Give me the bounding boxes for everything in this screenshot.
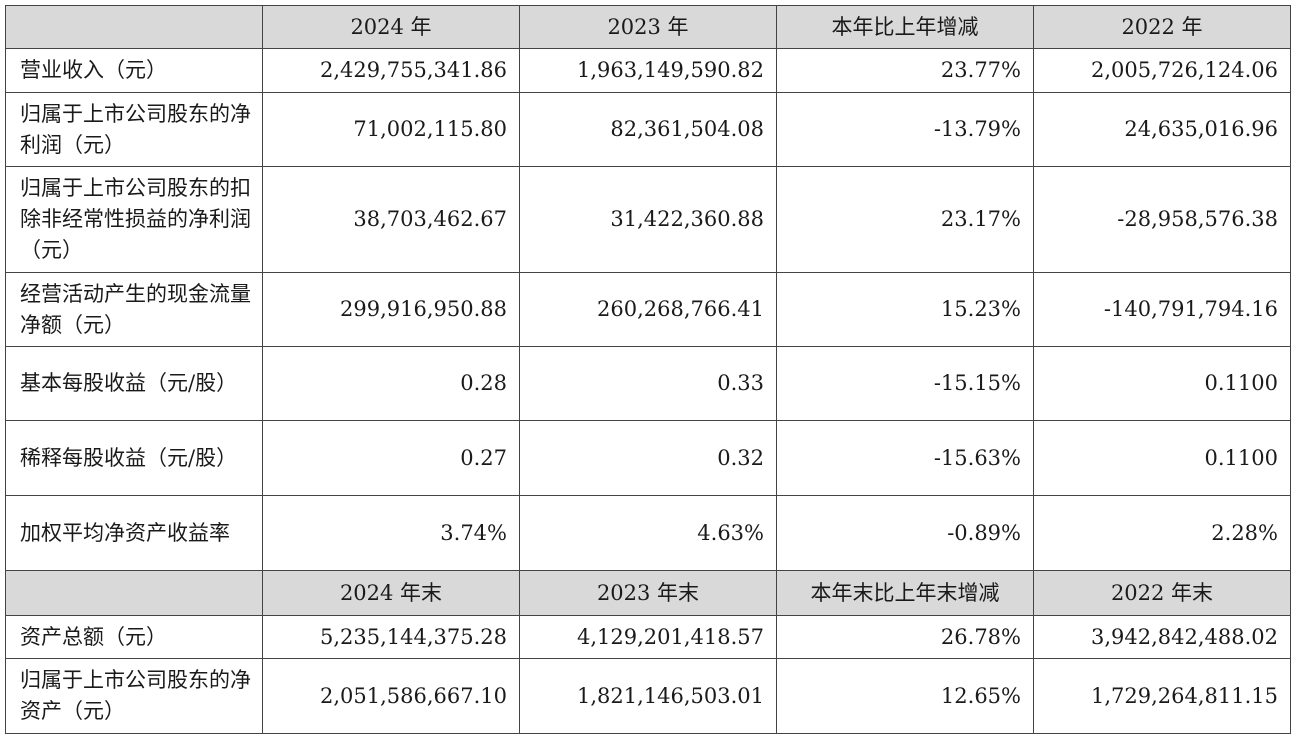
cell-value: 1,963,149,590.82	[519, 48, 777, 93]
header-corner	[5, 570, 263, 616]
col-header-change: 本年比上年增减	[776, 5, 1034, 49]
cell-change: 15.23%	[776, 272, 1034, 347]
financial-summary: 2024 年 2023 年 本年比上年增减 2022 年 营业收入（元） 2,4…	[5, 5, 1291, 734]
col-header-2024: 2024 年	[262, 5, 520, 49]
row-label-roe: 加权平均净资产收益率	[5, 495, 263, 571]
header-corner	[5, 5, 263, 49]
cell-change: 12.65%	[776, 658, 1034, 734]
cell-value: 2.28%	[1033, 495, 1291, 571]
cell-value: 260,268,766.41	[519, 272, 777, 347]
row-label-net-profit: 归属于上市公司股东的净利润（元）	[5, 92, 263, 167]
row-label-net-assets: 归属于上市公司股东的净资产（元）	[5, 658, 263, 734]
table-row: 归属于上市公司股东的净资产（元） 2,051,586,667.10 1,821,…	[5, 658, 1291, 734]
cell-value: 82,361,504.08	[519, 92, 777, 167]
cell-change: -15.15%	[776, 346, 1034, 421]
cell-value: 0.28	[262, 346, 520, 421]
header-row-annual: 2024 年 2023 年 本年比上年增减 2022 年	[5, 5, 1291, 49]
table-row: 基本每股收益（元/股） 0.28 0.33 -15.15% 0.1100	[5, 346, 1291, 421]
table-row: 营业收入（元） 2,429,755,341.86 1,963,149,590.8…	[5, 48, 1291, 93]
cell-value: 1,821,146,503.01	[519, 658, 777, 734]
cell-value: -140,791,794.16	[1033, 272, 1291, 347]
header-row-year-end: 2024 年末 2023 年末 本年末比上年末增减 2022 年末	[5, 570, 1291, 616]
financial-table: 2024 年 2023 年 本年比上年增减 2022 年 营业收入（元） 2,4…	[5, 5, 1291, 734]
col-header-2022: 2022 年	[1033, 5, 1291, 49]
row-label-basic-eps: 基本每股收益（元/股）	[5, 346, 263, 421]
cell-value: -28,958,576.38	[1033, 166, 1291, 273]
table-row: 归属于上市公司股东的净利润（元） 71,002,115.80 82,361,50…	[5, 92, 1291, 167]
cell-value: 4.63%	[519, 495, 777, 571]
cell-value: 3.74%	[262, 495, 520, 571]
cell-value: 0.27	[262, 420, 520, 496]
row-label-total-assets: 资产总额（元）	[5, 615, 263, 659]
table-row: 归属于上市公司股东的扣除非经常性损益的净利润（元） 38,703,462.67 …	[5, 166, 1291, 273]
cell-value: 71,002,115.80	[262, 92, 520, 167]
col-header-2023: 2023 年	[519, 5, 777, 49]
cell-change: 23.77%	[776, 48, 1034, 93]
cell-change: -15.63%	[776, 420, 1034, 496]
cell-value: 2,005,726,124.06	[1033, 48, 1291, 93]
cell-change: -13.79%	[776, 92, 1034, 167]
table-row: 经营活动产生的现金流量净额（元） 299,916,950.88 260,268,…	[5, 272, 1291, 347]
cell-value: 1,729,264,811.15	[1033, 658, 1291, 734]
cell-change: -0.89%	[776, 495, 1034, 571]
table-row: 资产总额（元） 5,235,144,375.28 4,129,201,418.5…	[5, 615, 1291, 659]
table-row: 稀释每股收益（元/股） 0.27 0.32 -15.63% 0.1100	[5, 420, 1291, 496]
cell-value: 0.33	[519, 346, 777, 421]
cell-value: 24,635,016.96	[1033, 92, 1291, 167]
cell-change: 26.78%	[776, 615, 1034, 659]
cell-value: 4,129,201,418.57	[519, 615, 777, 659]
row-label-revenue: 营业收入（元）	[5, 48, 263, 93]
row-label-diluted-eps: 稀释每股收益（元/股）	[5, 420, 263, 496]
row-label-operating-cash-flow: 经营活动产生的现金流量净额（元）	[5, 272, 263, 347]
col-header-change-end: 本年末比上年末增减	[776, 570, 1034, 616]
cell-value: 0.32	[519, 420, 777, 496]
table-row: 加权平均净资产收益率 3.74% 4.63% -0.89% 2.28%	[5, 495, 1291, 571]
col-header-2022-end: 2022 年末	[1033, 570, 1291, 616]
cell-value: 0.1100	[1033, 346, 1291, 421]
row-label-net-profit-deducted: 归属于上市公司股东的扣除非经常性损益的净利润（元）	[5, 166, 263, 273]
cell-value: 31,422,360.88	[519, 166, 777, 273]
cell-value: 0.1100	[1033, 420, 1291, 496]
cell-value: 2,429,755,341.86	[262, 48, 520, 93]
cell-value: 5,235,144,375.28	[262, 615, 520, 659]
col-header-2023-end: 2023 年末	[519, 570, 777, 616]
cell-change: 23.17%	[776, 166, 1034, 273]
cell-value: 3,942,842,488.02	[1033, 615, 1291, 659]
col-header-2024-end: 2024 年末	[262, 570, 520, 616]
cell-value: 2,051,586,667.10	[262, 658, 520, 734]
cell-value: 38,703,462.67	[262, 166, 520, 273]
cell-value: 299,916,950.88	[262, 272, 520, 347]
